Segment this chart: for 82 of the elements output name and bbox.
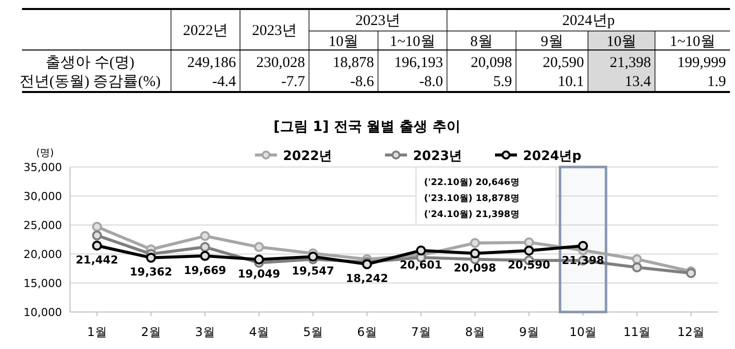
x-tick-label: 12월 [677,325,705,339]
text: 1~10월 [670,34,716,50]
text: 8월 [470,34,493,50]
x-tick-label: 11월 [623,325,651,339]
text: 10.1 [558,74,584,90]
chart-title: [그림 1] 전국 월별 출생 추이 [274,119,460,135]
text: 2023년 [252,23,297,39]
text: 2023년 [356,13,400,29]
text: 1~10월 [390,34,436,50]
point [146,252,156,263]
data-label: 20,098 [454,261,496,274]
point [92,230,102,240]
x-tick-label: 10월 [569,325,597,339]
text: 출생아 수(명) [46,55,134,71]
y-axis-title: (명) [36,148,54,159]
text: 21,398 [610,55,651,71]
y-tick-label: 15,000 [24,277,62,290]
data-label: 18,242 [346,272,388,286]
x-tick-label: 6월 [357,325,377,339]
text: 18,878 [332,55,374,71]
legend-label: 2024년p [523,149,582,164]
annotation: ('24.10월) 21,398명 [424,210,520,220]
text: -7.7 [281,74,306,90]
y-tick-label: 30,000 [24,190,62,203]
data-label: 20,601 [400,258,442,272]
text: 2024년p [562,13,615,29]
text: 230,028 [256,55,305,71]
legend-label: 2022년 [283,149,332,164]
point [200,231,210,242]
data-label: 19,669 [184,264,226,277]
data-label: 19,547 [292,264,334,278]
point [308,252,318,262]
data-label: 21,398 [562,254,604,267]
text: 20,590 [542,55,584,71]
x-tick-label: 5월 [303,325,323,339]
point [92,222,102,232]
x-tick-label: 1월 [87,325,107,339]
data-label: 19,362 [130,266,172,279]
data-label: 19,049 [238,268,280,281]
text: 199,999 [677,55,726,71]
x-tick-label: 3월 [195,325,215,339]
text: 5.9 [493,74,512,90]
point [470,248,480,258]
point [416,246,426,256]
text: 196,193 [394,55,443,71]
y-tick-label: 20,000 [24,248,62,261]
text: -8.0 [419,74,443,90]
text: 2022년 [183,23,228,39]
x-tick-label: 9월 [519,325,539,339]
text: 249,186 [187,55,236,71]
point [254,242,264,252]
text: 1.9 [707,74,726,90]
annotation: ('22.10월) 20,646명 [424,178,520,188]
point [524,246,534,256]
data-label: 20,590 [508,258,551,272]
y-tick-label: 25,000 [24,219,62,232]
text: -8.6 [350,74,374,90]
point [632,254,642,264]
point [470,238,480,248]
text: 10월 [606,34,636,50]
point [92,240,102,251]
text: 10월 [328,34,358,50]
point [524,237,534,248]
x-tick-label: 8월 [465,325,485,339]
text: 13.4 [624,74,652,90]
annotation: ('23.10월) 18,878명 [424,194,520,204]
x-tick-label: 2월 [141,325,161,339]
text: 20,098 [470,55,512,71]
data-label: 21,442 [76,254,118,267]
y-tick-label: 10,000 [24,306,62,319]
point [200,250,210,261]
point [254,254,264,265]
point [200,242,210,252]
x-tick-label: 7월 [411,325,431,339]
point [632,262,642,272]
text: -4.4 [212,74,236,90]
y-tick-label: 35,000 [24,161,62,174]
legend-label: 2023년 [413,149,462,164]
text: 9월 [540,34,564,50]
x-tick-label: 4월 [249,325,269,339]
text: 전년(동월) 증감률(%) [19,74,161,90]
point [578,240,588,251]
